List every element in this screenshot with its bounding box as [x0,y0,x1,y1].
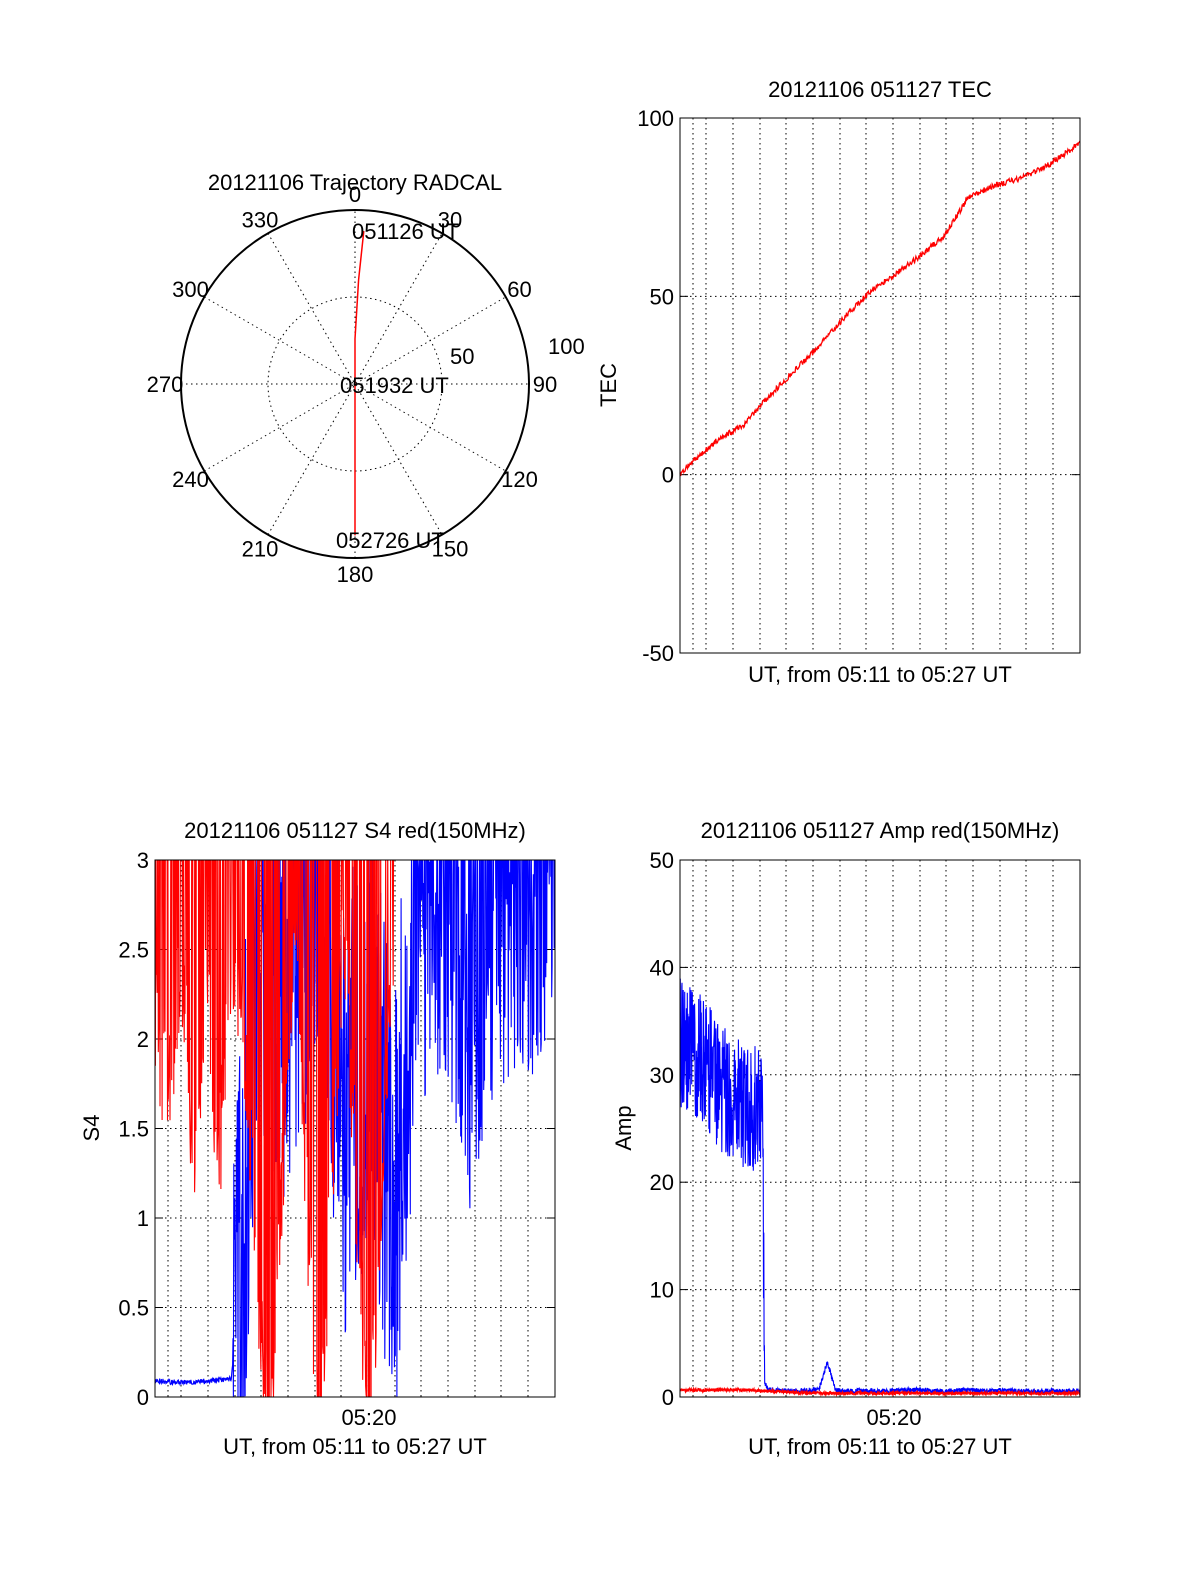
amp-y-tick-label: 20 [650,1170,674,1195]
polar-title: 20121106 Trajectory RADCAL [208,170,502,195]
polar-angle-label-180: 180 [337,562,374,587]
polar-angle-label-90: 90 [533,372,557,397]
s4-y-tick-labels: 0 0.5 1 1.5 2 2.5 3 [118,848,149,1410]
tec-y-axis-label: TEC [596,363,621,407]
s4-y-tick-label: 2 [137,1027,149,1052]
trajectory-end-annotation: 052726 UT [336,528,445,553]
trajectory-mid-annotation: 051932 UT [340,373,449,398]
polar-angle-label-210: 210 [242,537,279,562]
s4-x-tick-labels: 05:20 [341,1405,396,1430]
polar-angle-label-0: 0 [349,182,361,207]
tec-plot-frame [679,117,1081,654]
amp-grid [680,859,1080,1398]
amp-x-tick-labels: 05:20 [866,1405,921,1430]
s4-plot-frame [154,859,556,1398]
amp-y-axis-label: Amp [611,1105,636,1150]
amp-plot-frame [679,859,1081,1398]
polar-angle-label-330: 330 [242,207,279,232]
amp-title: 20121106 051127 Amp red(150MHz) [701,818,1060,843]
tec-grid [680,117,1080,654]
polar-angle-labels: 0 30 60 90 120 150 180 210 240 270 300 330 [147,182,558,587]
polar-outer-ring [180,209,530,559]
s4-y-axis-label: S4 [79,1115,104,1142]
tec-y-tick-label: 0 [662,463,674,488]
amp-chart: 20121106 051127 Amp red(150MHz) 0 10 20 30 4… [611,818,1081,1459]
tec-title: 20121106 051127 TEC [768,77,992,102]
polar-trajectory-chart: 20121106 Trajectory RADCAL 0 30 60 90 120 150… [147,170,585,587]
polar-angle-label-120: 120 [501,467,538,492]
polar-angle-label-30: 30 [438,207,462,232]
polar-angle-label-240: 240 [172,467,209,492]
s4-y-tick-label: 2.5 [118,938,149,963]
s4-x-axis-label: UT, from 05:11 to 05:27 UT [223,1434,487,1459]
tec-y-tick-label: 100 [637,106,674,131]
tec-x-axis-label: UT, from 05:11 to 05:27 UT [748,662,1012,687]
amp-x-axis-label: UT, from 05:11 to 05:27 UT [748,1434,1012,1459]
s4-y-tick-label: 3 [137,848,149,873]
polar-spoke-150 [267,233,443,535]
polar-spoke-30 [267,233,443,535]
amp-y-tick-label: 10 [650,1278,674,1303]
polar-spoke-120 [204,296,506,472]
amp-y-tick-label: 0 [662,1385,674,1410]
polar-angle-label-60: 60 [507,277,531,302]
trajectory-series-line [354,231,365,536]
polar-spoke-60 [204,296,506,472]
tec-y-tick-label: 50 [650,284,674,309]
tec-y-tick-labels: -50 0 50 100 [637,106,674,666]
amp-y-tick-label: 40 [650,955,674,980]
amp-y-tick-labels: 0 10 20 30 40 50 [650,848,674,1410]
polar-radius-label-50: 50 [450,344,474,369]
tec-series-line [679,140,1081,477]
s4-y-tick-label: 0 [137,1385,149,1410]
s4-x-tick-label: 05:20 [341,1405,396,1430]
polar-angle-label-300: 300 [172,277,209,302]
amp-y-tick-label: 30 [650,1063,674,1088]
trajectory-start-annotation: 051126 UT [352,219,459,244]
polar-radius-label-100: 100 [548,334,585,359]
amp-red-series-line [680,1386,1080,1397]
s4-y-tick-label: 1.5 [118,1117,149,1142]
amp-blue-series-line [680,978,1080,1396]
amp-y-tick-label: 50 [650,848,674,873]
polar-angle-label-150: 150 [432,537,469,562]
s4-title: 20121106 051127 S4 red(150MHz) [184,818,526,843]
amp-x-tick-label: 05:20 [866,1405,921,1430]
polar-angle-label-270: 270 [147,372,184,397]
s4-y-tick-label: 0.5 [118,1296,149,1321]
tec-chart: 20121106 051127 TEC -50 0 50 100 UT, from 0… [596,77,1081,687]
s4-red-series-line [155,860,395,1397]
tec-y-tick-label: -50 [642,641,674,666]
s4-chart: 20121106 051127 S4 red(150MHz) 0 0.5 1 1.5 2… [79,818,556,1459]
s4-y-tick-label: 1 [137,1206,149,1231]
